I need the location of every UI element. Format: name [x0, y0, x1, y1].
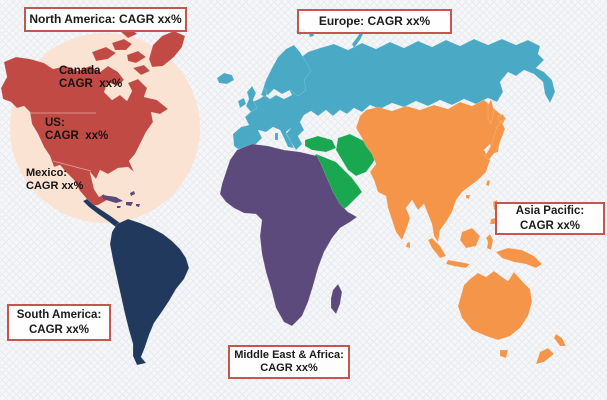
country-label-text: Mexico:	[26, 167, 67, 179]
sri-lanka-island	[405, 241, 411, 249]
region-label-box-asia-pacific: Asia Pacific: CAGR xx%	[495, 202, 605, 235]
region-label-box-south-america: South America: CAGR xx%	[7, 304, 111, 341]
japan-islands	[484, 120, 506, 161]
sulawesi-island	[485, 233, 494, 251]
country-label-text: CAGR xx%	[59, 78, 123, 90]
jamaica-island	[117, 206, 121, 208]
hainan-island	[465, 194, 471, 200]
turkey	[304, 135, 337, 153]
us-mexico-border-line	[52, 160, 92, 172]
hokkaido-island	[497, 113, 506, 123]
arctic-island	[111, 38, 133, 51]
australia	[457, 270, 533, 341]
region-label-box-north-america: North America: CAGR xx%	[24, 7, 187, 32]
south-america-mainland	[109, 218, 190, 366]
tasmania-island	[499, 349, 509, 359]
country-label-text: US:	[45, 117, 65, 129]
region-label-text: CAGR xx%	[28, 323, 90, 336]
great-britain-island	[245, 85, 258, 113]
asia-mainland	[355, 99, 507, 243]
region-label-box-europe: Europe: CAGR xx%	[297, 9, 452, 34]
arctic-island	[126, 50, 147, 64]
africa-mainland	[219, 143, 358, 327]
new-zealand-north-island	[553, 333, 567, 347]
puerto-rico-island	[136, 204, 140, 207]
borneo-island	[459, 227, 481, 249]
denmark	[260, 87, 268, 98]
region-asia-pacific	[355, 98, 567, 365]
cuba-island	[102, 195, 123, 203]
hispaniola-island	[126, 202, 133, 206]
region-label-text: Middle East & Africa:	[234, 348, 344, 361]
taiwan-island	[485, 179, 491, 187]
region-label-text: South America:	[16, 309, 102, 322]
country-label-canada: Canada CAGR xx%	[59, 65, 122, 91]
region-europe	[216, 27, 556, 157]
region-africa	[219, 143, 358, 327]
scandinavia	[261, 44, 312, 97]
country-label-text: CAGR xx%	[26, 180, 84, 192]
region-label-text: North America: CAGR xx%	[29, 12, 182, 27]
new-guinea-island	[495, 247, 543, 269]
caribbean-islands	[102, 191, 140, 208]
country-label-us: US: CAGR xx%	[45, 117, 108, 143]
north-america-mainland	[0, 56, 169, 207]
region-label-box-middle-east-africa: Middle East & Africa: CAGR xx%	[228, 345, 350, 379]
country-label-text: CAGR xx%	[45, 130, 109, 142]
arctic-island	[91, 46, 117, 62]
ireland-island	[237, 97, 247, 109]
madagascar-island	[330, 283, 343, 315]
greenland	[148, 30, 186, 68]
new-zealand-south-island	[535, 347, 555, 365]
iceland-island	[216, 72, 235, 85]
sakhalin-island	[487, 98, 495, 125]
country-label-mexico: Mexico: CAGR xx%	[26, 167, 83, 193]
region-south-america	[82, 198, 190, 366]
region-label-text: Europe: CAGR xx%	[318, 14, 431, 29]
java-island	[445, 259, 471, 269]
country-label-text: Canada	[59, 65, 101, 77]
region-label-text: Asia Pacific:	[515, 205, 585, 218]
bahamas-island	[130, 191, 135, 196]
sumatra-island	[427, 237, 447, 259]
region-label-text: CAGR xx%	[519, 219, 581, 232]
region-label-text: CAGR xx%	[260, 362, 318, 374]
arctic-island	[132, 64, 151, 76]
